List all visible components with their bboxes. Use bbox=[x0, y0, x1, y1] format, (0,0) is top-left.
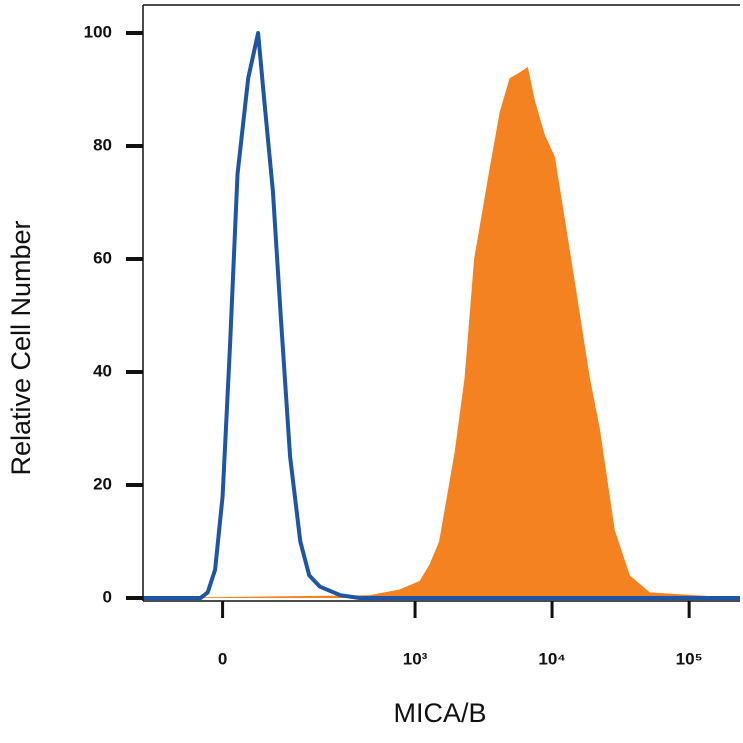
x-tick-label: 10³ bbox=[403, 649, 428, 668]
y-tick-label: 60 bbox=[93, 248, 112, 267]
histogram-area bbox=[143, 66, 740, 598]
y-axis-title: Relative Cell Number bbox=[6, 220, 36, 475]
y-tick-label: 20 bbox=[93, 474, 112, 493]
y-tick-label: 40 bbox=[93, 361, 112, 380]
x-axis-title: MICA/B bbox=[393, 698, 486, 728]
y-tick-label: 0 bbox=[103, 587, 112, 606]
x-tick-label: 0 bbox=[218, 649, 227, 668]
x-tick-label: 10⁵ bbox=[676, 649, 703, 668]
y-tick-label: 100 bbox=[84, 22, 112, 41]
plot-area bbox=[143, 31, 740, 600]
x-tick-label: 10⁴ bbox=[538, 649, 565, 668]
y-tick-label: 80 bbox=[93, 135, 112, 154]
histogram-line bbox=[143, 31, 740, 600]
